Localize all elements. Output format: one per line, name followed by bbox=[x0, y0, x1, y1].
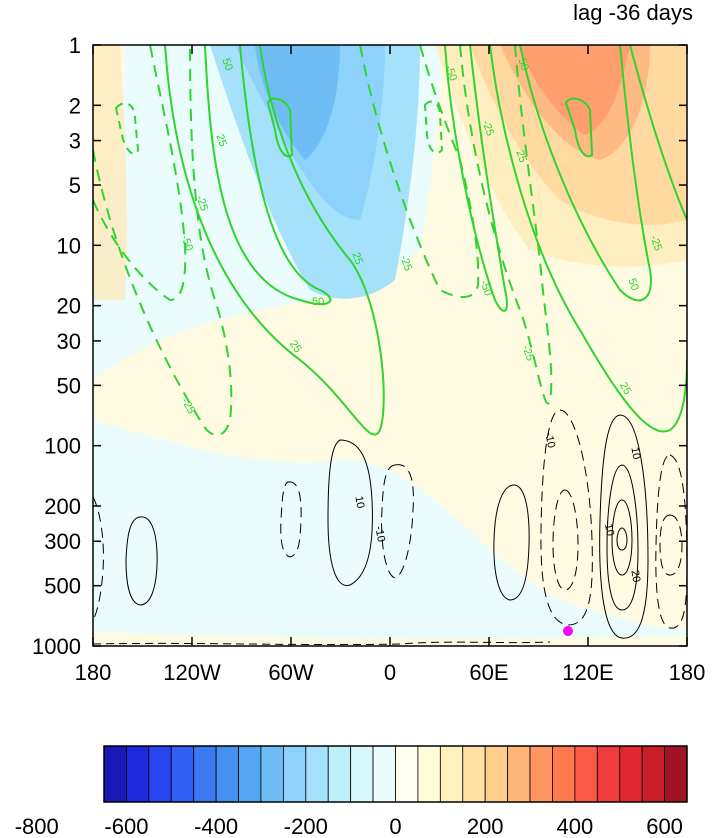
colorbar-box bbox=[641, 745, 665, 803]
green-label: -50 bbox=[178, 234, 195, 253]
green-label: 25 bbox=[349, 251, 364, 267]
colorbar-box bbox=[664, 745, 688, 803]
black-label: -10 bbox=[542, 431, 557, 449]
colorbar-box bbox=[103, 745, 127, 803]
black-label: 20 bbox=[628, 569, 642, 583]
black-label: -10 bbox=[372, 525, 387, 543]
colorbar-label: 400 bbox=[557, 814, 594, 838]
x-tick-label: 0 bbox=[384, 660, 396, 685]
green-label: -25 bbox=[519, 344, 536, 363]
colorbar-box bbox=[282, 745, 307, 803]
y-tick-label: 20 bbox=[57, 294, 81, 319]
colorbar-box bbox=[596, 745, 621, 803]
black-contours bbox=[93, 409, 687, 646]
colorbar-box bbox=[507, 745, 531, 803]
colorbar-box bbox=[529, 745, 553, 803]
green-label: 50 bbox=[625, 277, 640, 293]
orange-shade-core bbox=[520, 45, 630, 135]
colorbar-label: -400 bbox=[194, 814, 238, 838]
x-tick-label: 60W bbox=[268, 660, 313, 685]
green-label: -25 bbox=[193, 194, 210, 213]
colorbar-box bbox=[193, 745, 217, 803]
green-label: -25 bbox=[479, 119, 496, 138]
x-tick-label: 120E bbox=[562, 660, 613, 685]
colorbar bbox=[103, 745, 688, 803]
colorbar-box bbox=[574, 745, 598, 803]
colorbar-box bbox=[462, 745, 486, 803]
colorbar-label: 0 bbox=[389, 814, 401, 838]
y-tick-label: 200 bbox=[44, 494, 81, 519]
colorbar-box bbox=[170, 745, 195, 803]
colorbar-box bbox=[126, 745, 150, 803]
colorbar-box bbox=[350, 745, 374, 803]
y-tick-label: 500 bbox=[44, 574, 81, 599]
colorbar-label: -200 bbox=[284, 814, 328, 838]
green-label: 25 bbox=[213, 133, 228, 149]
green-contours bbox=[93, 45, 687, 436]
green-contour-labels: 50 25 25 50 25 50 25 25 50 -50 -25 -25 -… bbox=[178, 57, 664, 416]
colorbar-box bbox=[395, 745, 419, 803]
chart-title: lag -36 days bbox=[573, 0, 693, 25]
black-label: 10 bbox=[352, 495, 366, 509]
x-tick-label: 60E bbox=[469, 660, 508, 685]
x-tick-label: 180 bbox=[669, 660, 706, 685]
colorbar-box bbox=[327, 745, 352, 803]
colorbar-border bbox=[103, 745, 688, 803]
colorbar-label: 600 bbox=[646, 814, 683, 838]
colorbar-box bbox=[260, 745, 284, 803]
y-axis: 1 2 3 5 10 20 30 50 100 200 300 500 1000 bbox=[32, 33, 687, 659]
black-label: 10 bbox=[628, 446, 642, 460]
green-label: 25 bbox=[287, 338, 304, 355]
black-contour-labels: 10 -10 10 -10 -10 20 bbox=[352, 431, 642, 583]
green-label: -25 bbox=[397, 254, 414, 273]
black-label: -10 bbox=[601, 519, 616, 537]
blue-shade-inner bbox=[255, 45, 340, 160]
colorbar-box bbox=[305, 745, 329, 803]
x-axis: 180 120W 60W 0 60E 120E 180 bbox=[75, 45, 706, 685]
y-tick-label: 50 bbox=[57, 373, 81, 398]
green-label: 25 bbox=[617, 380, 634, 397]
y-tick-label: 100 bbox=[44, 434, 81, 459]
green-label: -25 bbox=[647, 234, 664, 253]
colorbar-box bbox=[148, 745, 172, 803]
green-label: -50 bbox=[442, 64, 459, 83]
x-tick-label: 180 bbox=[75, 660, 112, 685]
green-label: 50 bbox=[219, 57, 234, 73]
colorbar-box bbox=[215, 745, 239, 803]
colorbar-box bbox=[439, 745, 464, 803]
green-label: 50 bbox=[312, 296, 324, 308]
colorbar-labels: -800-600-400-2000200400600800 bbox=[15, 814, 683, 838]
colorbar-label: -600 bbox=[104, 814, 148, 838]
y-tick-label: 10 bbox=[57, 233, 81, 258]
colorbar-box bbox=[372, 745, 396, 803]
marker-dot bbox=[563, 626, 573, 636]
colorbar-label: -800 bbox=[15, 814, 59, 838]
y-tick-label: 5 bbox=[69, 173, 81, 198]
colorbar-box bbox=[484, 745, 509, 803]
y-tick-label: 30 bbox=[57, 329, 81, 354]
filled-field bbox=[93, 45, 687, 646]
x-tick-label: 120W bbox=[163, 660, 221, 685]
green-label: 50 bbox=[515, 57, 530, 73]
y-tick-label: 2 bbox=[69, 93, 81, 118]
lower-cyan-region bbox=[93, 420, 687, 646]
colorbar-box bbox=[552, 745, 576, 803]
y-tick-label: 300 bbox=[44, 529, 81, 554]
green-label: -50 bbox=[477, 279, 494, 298]
colorbar-box bbox=[238, 745, 262, 803]
y-tick-label: 1000 bbox=[32, 634, 81, 659]
left-edge-tan bbox=[93, 45, 128, 300]
y-tick-label: 3 bbox=[69, 129, 81, 154]
colorbar-label: 200 bbox=[467, 814, 504, 838]
y-tick-label: 1 bbox=[69, 33, 81, 58]
green-label: 25 bbox=[513, 149, 528, 165]
colorbar-box bbox=[417, 745, 441, 803]
colorbar-box bbox=[619, 745, 643, 803]
